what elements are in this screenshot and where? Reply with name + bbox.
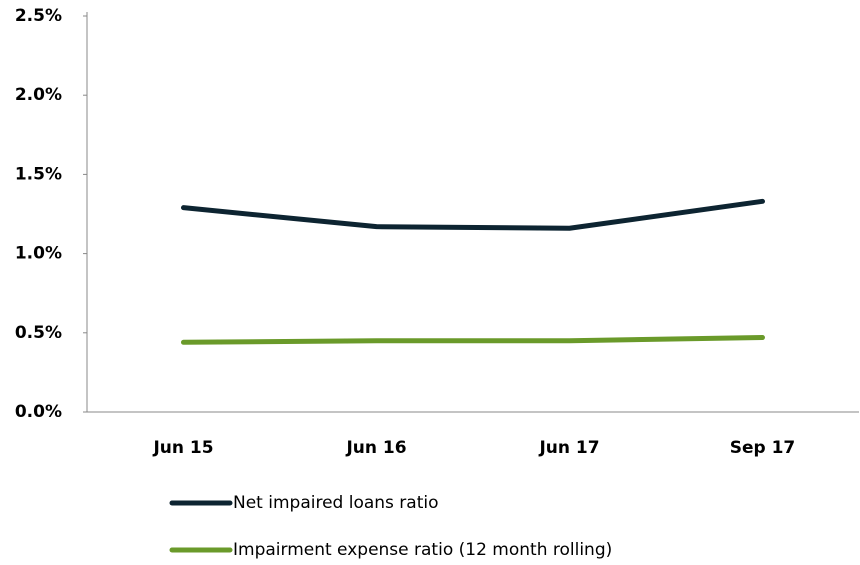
x-tick-label: Sep 17 <box>730 438 796 458</box>
legend-label: Net impaired loans ratio <box>233 493 439 513</box>
y-tick-label: 1.0% <box>15 244 62 264</box>
y-tick-label: 0.0% <box>15 402 62 422</box>
y-tick-label: 2.5% <box>15 6 62 26</box>
series-line <box>181 198 765 231</box>
y-tick-label: 1.5% <box>15 164 62 184</box>
series-line <box>181 335 765 345</box>
x-tick-label: Jun 17 <box>538 438 599 458</box>
y-tick-label: 2.0% <box>15 85 62 105</box>
y-tick-label: 0.5% <box>15 323 62 343</box>
legend-label: Impairment expense ratio (12 month rolli… <box>233 540 612 560</box>
x-tick-label: Jun 16 <box>345 438 406 458</box>
x-tick-label: Jun 15 <box>152 438 213 458</box>
